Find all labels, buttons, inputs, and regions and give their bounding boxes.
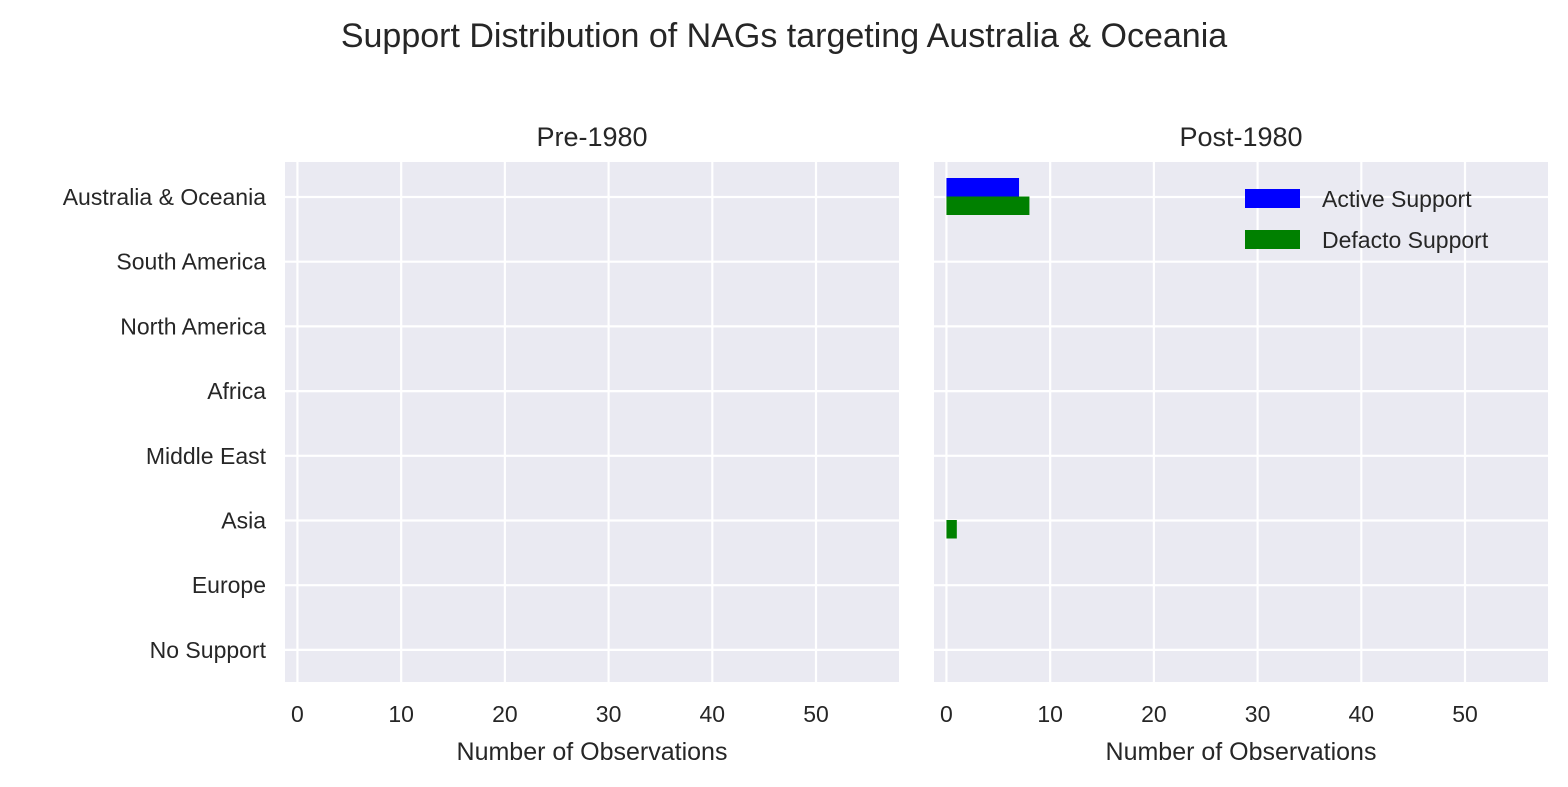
bar-defacto-support: [946, 196, 1030, 215]
chart-title: Support Distribution of NAGs targeting A…: [341, 17, 1227, 55]
legend-label: Defacto Support: [1322, 227, 1489, 253]
y-tick-label: Middle East: [146, 443, 267, 469]
y-tick-label: Asia: [221, 508, 266, 534]
x-tick-label: 50: [803, 701, 829, 727]
panel-title: Pre-1980: [536, 122, 647, 152]
x-axis-label: Number of Observations: [457, 738, 728, 766]
bar-defacto-support: [946, 520, 957, 539]
x-tick-label: 40: [700, 701, 726, 727]
panel-title: Post-1980: [1179, 122, 1302, 152]
legend-swatch: [1245, 230, 1300, 249]
plot-area: [934, 162, 1548, 682]
y-tick-label: No Support: [150, 637, 267, 663]
x-tick-label: 20: [1141, 701, 1167, 727]
panel-pre-1980: 0 10 20 30 40 50 Australia & Oceania South Amer…: [63, 122, 899, 766]
x-tick-label: 10: [1037, 701, 1063, 727]
panel-post-1980: 0 10 20 30 40 50 Post-1980 Number of Observatio…: [934, 122, 1548, 766]
x-axis-label: Number of Observations: [1106, 738, 1377, 766]
legend-swatch: [1245, 189, 1300, 208]
x-tick-label: 20: [492, 701, 518, 727]
legend-label: Active Support: [1322, 186, 1472, 212]
y-tick-label: North America: [120, 313, 266, 339]
bar-active-support: [946, 178, 1020, 197]
x-tick-label: 30: [1245, 701, 1271, 727]
plot-area: [285, 162, 899, 682]
y-tick-label: Africa: [207, 378, 266, 404]
x-tick-label: 0: [940, 701, 953, 727]
y-tick-label: South America: [116, 249, 266, 275]
x-tick-label: 30: [596, 701, 622, 727]
y-tick-label: Europe: [192, 572, 266, 598]
legend: Active Support Defacto Support: [1245, 186, 1489, 253]
x-tick-label: 40: [1349, 701, 1375, 727]
x-tick-label: 10: [388, 701, 414, 727]
y-tick-label: Australia & Oceania: [63, 184, 266, 210]
x-tick-label: 50: [1452, 701, 1478, 727]
x-tick-label: 0: [291, 701, 304, 727]
